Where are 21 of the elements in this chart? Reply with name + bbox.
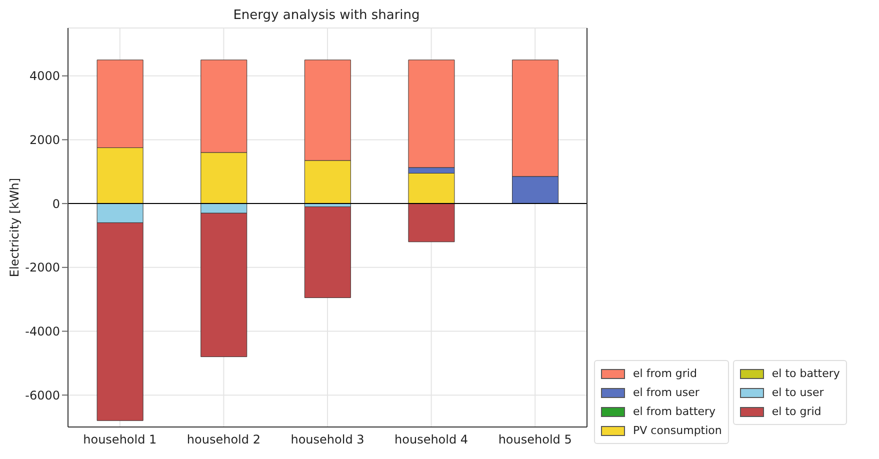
legend-label: el to user <box>770 385 825 401</box>
legend-label: el from battery <box>632 404 717 420</box>
y-tick-label: 4000 <box>29 69 60 84</box>
x-tick-label: household 1 <box>83 432 157 447</box>
legend-label: el to grid <box>770 404 822 420</box>
legend-label: el to battery <box>770 366 840 382</box>
bar <box>304 206 351 298</box>
y-tick-label: -6000 <box>25 388 60 402</box>
x-tick-label: household 5 <box>498 432 572 447</box>
legend-label: el from grid <box>632 366 698 382</box>
y-tick-label: -4000 <box>25 324 60 338</box>
legend-label: PV consumption <box>632 423 722 439</box>
y-tick-label: -2000 <box>25 260 60 275</box>
x-tick-label: household 4 <box>394 432 468 447</box>
x-tick-label: household 2 <box>186 432 260 447</box>
legend-label: el from user <box>632 385 700 401</box>
chart-title: Energy analysis with sharing <box>232 8 421 23</box>
x-tick-label: household 3 <box>290 432 364 447</box>
y-axis-title: Electricity [kWh] <box>7 178 22 278</box>
y-tick-label: 2000 <box>29 132 60 147</box>
y-tick-label: 0 <box>52 196 60 211</box>
